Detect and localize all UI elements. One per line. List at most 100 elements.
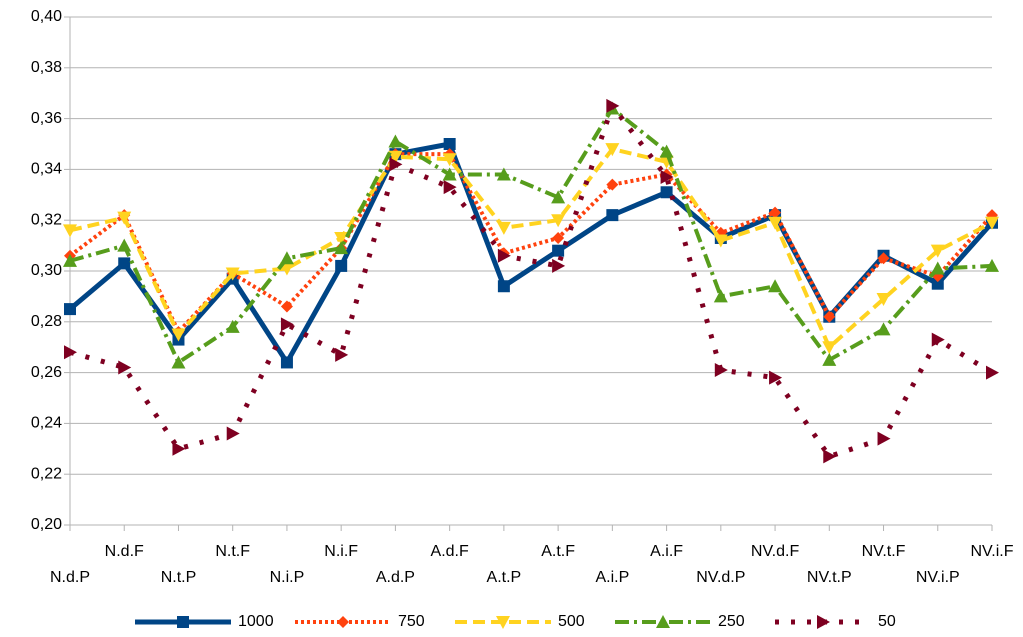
y-tick-label: 0,34 — [31, 161, 62, 178]
marker — [389, 157, 403, 172]
marker — [659, 144, 674, 158]
marker — [552, 244, 565, 257]
marker — [496, 221, 511, 235]
marker — [280, 317, 294, 332]
marker — [551, 190, 566, 204]
legend-marker — [496, 616, 510, 629]
marker — [63, 253, 77, 267]
marker — [605, 143, 620, 157]
marker — [334, 231, 349, 245]
marker — [823, 310, 836, 323]
y-tick-label: 0,30 — [31, 262, 62, 279]
x-tick-label: A.d.P — [376, 569, 415, 586]
marker — [769, 370, 783, 385]
x-tick-label: N.d.P — [50, 569, 90, 586]
y-tick-label: 0,40 — [31, 8, 62, 25]
marker — [442, 167, 457, 181]
marker — [985, 216, 999, 230]
marker — [660, 186, 673, 199]
x-tick-label: A.i.F — [650, 543, 683, 560]
marker — [117, 238, 132, 252]
legend-label: 50 — [878, 613, 896, 630]
y-tick-label: 0,26 — [31, 364, 62, 381]
x-tick-label: NV.d.F — [751, 543, 800, 560]
x-tick-label: N.i.P — [270, 569, 305, 586]
legend-label: 1000 — [238, 613, 274, 630]
marker — [931, 332, 945, 347]
legend-marker — [817, 615, 830, 629]
x-tick-label: N.t.P — [161, 569, 197, 586]
marker — [171, 355, 186, 369]
marker — [606, 178, 619, 191]
marker — [280, 300, 293, 313]
x-tick-label: A.d.F — [431, 543, 469, 560]
marker — [118, 257, 131, 270]
marker — [986, 365, 999, 380]
marker — [714, 363, 728, 378]
marker — [118, 360, 132, 375]
marker — [64, 303, 76, 316]
y-tick-label: 0,38 — [31, 59, 62, 76]
y-tick-label: 0,28 — [31, 313, 62, 330]
marker — [877, 252, 890, 265]
marker — [442, 153, 457, 167]
marker — [713, 289, 728, 303]
series-line — [69, 147, 993, 350]
legend-marker — [177, 616, 189, 628]
y-tick-label: 0,24 — [31, 415, 62, 432]
x-tick-label: A.i.P — [595, 569, 629, 586]
x-tick-label: NV.i.F — [971, 543, 1014, 560]
legend-marker — [656, 615, 670, 628]
marker — [171, 328, 186, 342]
marker — [930, 244, 945, 258]
marker — [822, 341, 837, 355]
marker — [768, 216, 783, 230]
marker — [823, 449, 837, 464]
x-tick-label: NV.t.F — [862, 543, 906, 560]
marker — [769, 206, 782, 219]
marker — [443, 138, 456, 150]
marker — [876, 292, 891, 306]
marker — [606, 209, 619, 222]
marker — [768, 279, 783, 293]
marker — [552, 231, 565, 244]
marker — [226, 426, 240, 441]
marker — [443, 180, 457, 195]
marker — [713, 234, 728, 248]
marker — [172, 441, 186, 456]
x-tick-label: N.i.F — [324, 543, 358, 560]
marker — [388, 150, 403, 164]
marker — [497, 248, 511, 263]
x-tick-label: N.t.F — [215, 543, 250, 560]
marker — [606, 98, 620, 113]
y-tick-label: 0,36 — [31, 110, 62, 127]
legend-marker — [337, 616, 349, 628]
x-tick-label: NV.t.P — [807, 569, 852, 586]
marker — [117, 211, 132, 225]
marker — [388, 134, 403, 148]
x-tick-label: A.t.P — [487, 569, 522, 586]
y-tick-label: 0,32 — [31, 211, 62, 228]
marker — [551, 214, 566, 228]
marker — [822, 352, 837, 366]
marker — [660, 170, 674, 185]
series-line — [68, 141, 994, 365]
marker — [63, 224, 77, 238]
marker — [985, 258, 999, 272]
y-tick-label: 0,20 — [31, 516, 62, 533]
marker — [876, 322, 891, 336]
marker — [552, 258, 566, 273]
marker — [280, 356, 293, 369]
marker — [497, 280, 510, 293]
marker — [279, 251, 294, 265]
y-tick-label: 0,22 — [31, 465, 62, 482]
marker — [225, 267, 240, 281]
marker — [877, 431, 891, 446]
marker — [64, 345, 77, 360]
series-line — [69, 106, 993, 365]
x-tick-label: NV.i.P — [916, 569, 960, 586]
legend-label: 500 — [558, 613, 585, 630]
marker — [931, 277, 944, 290]
marker — [496, 167, 511, 181]
